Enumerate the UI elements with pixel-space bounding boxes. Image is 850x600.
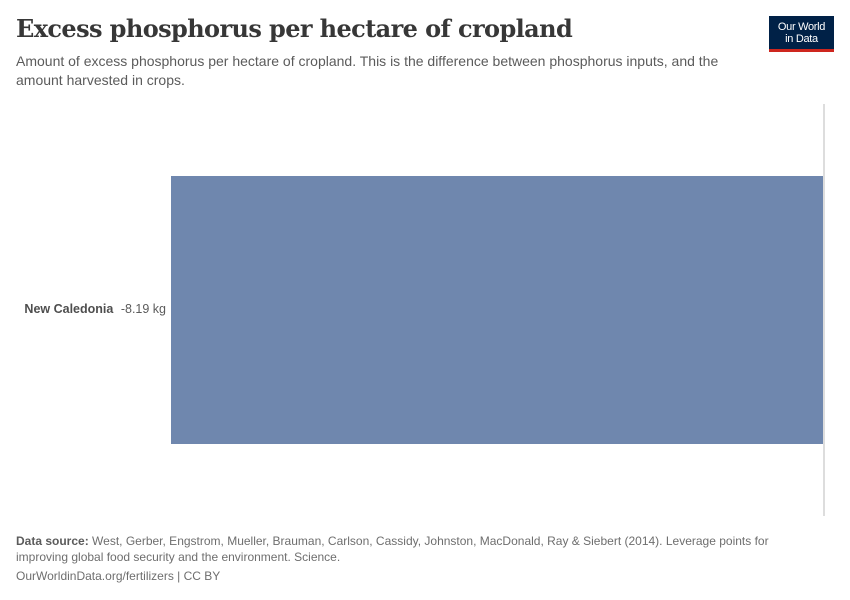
entity-name: New Caledonia xyxy=(24,302,114,316)
zero-axis-line xyxy=(823,104,825,516)
chart-subtitle: Amount of excess phosphorus per hectare … xyxy=(16,53,719,88)
row-label: New Caledonia -8.19 kg xyxy=(24,302,166,316)
source-url-link[interactable]: OurWorldinData.org/fertilizers xyxy=(16,569,174,583)
data-source: Data source: West, Gerber, Engstrom, Mue… xyxy=(16,533,806,565)
bar-new-caledonia[interactable] xyxy=(171,176,823,444)
chart-title: Excess phosphorus per hectare of croplan… xyxy=(16,14,573,43)
footer-links: OurWorldinData.org/fertilizers | CC BY xyxy=(16,569,220,583)
logo-line-2: in Data xyxy=(785,33,818,45)
entity-value: -8.19 kg xyxy=(120,302,166,316)
owid-logo[interactable]: Our World in Data xyxy=(769,16,834,52)
source-label: Data source: xyxy=(16,534,89,548)
source-text: West, Gerber, Engstrom, Mueller, Brauman… xyxy=(16,534,769,564)
license-link[interactable]: CC BY xyxy=(183,569,221,583)
separator: | xyxy=(177,569,181,583)
logo-line-1: Our World xyxy=(777,21,826,33)
